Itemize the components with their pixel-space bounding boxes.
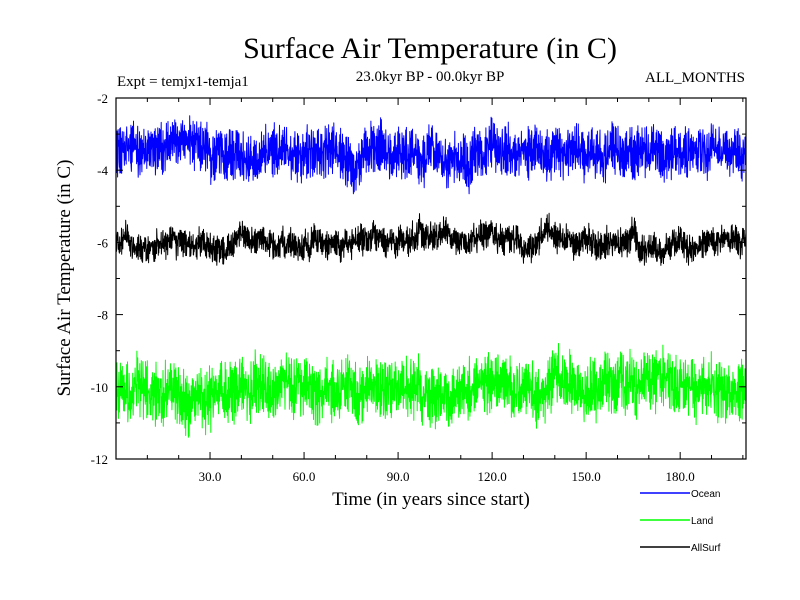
- x-tick-label: 150.0: [572, 469, 601, 484]
- chart-subtitle: 23.0kyr BP - 00.0kyr BP: [356, 69, 505, 85]
- x-tick-label: 60.0: [293, 469, 316, 484]
- legend-label-ocean: Ocean: [691, 489, 720, 500]
- y-tick-label: -2: [97, 91, 108, 106]
- series-line-allsurf: [116, 212, 746, 266]
- x-axis: 30.0 60.0 90.0 120.0 150.0 180.0: [146, 98, 744, 484]
- series-layer: [116, 115, 746, 438]
- y-tick-label: -10: [91, 380, 108, 395]
- legend-label-allsurf: AllSurf: [691, 543, 721, 554]
- legend: Ocean Land AllSurf: [640, 489, 721, 554]
- x-axis-label: Time (in years since start): [332, 489, 530, 510]
- y-axis: -2 -4 -6 -8 -10 -12: [91, 91, 746, 467]
- months-label: ALL_MONTHS: [645, 70, 745, 86]
- y-tick-label: -8: [97, 308, 108, 323]
- series-line-ocean: [116, 115, 746, 195]
- y-tick-label: -4: [97, 163, 108, 178]
- x-tick-label: 30.0: [199, 469, 222, 484]
- x-tick-label: 180.0: [666, 469, 695, 484]
- x-tick-label: 90.0: [387, 469, 410, 484]
- legend-label-land: Land: [691, 516, 713, 527]
- chart-title: Surface Air Temperature (in C): [243, 32, 617, 65]
- series-line-land: [116, 343, 746, 438]
- y-tick-label: -6: [97, 235, 108, 250]
- y-tick-label: -12: [91, 452, 108, 467]
- x-tick-label: 120.0: [477, 469, 506, 484]
- y-axis-label: Surface Air Temperature (in C): [54, 160, 75, 397]
- experiment-label: Expt = temjx1-temja1: [117, 74, 249, 90]
